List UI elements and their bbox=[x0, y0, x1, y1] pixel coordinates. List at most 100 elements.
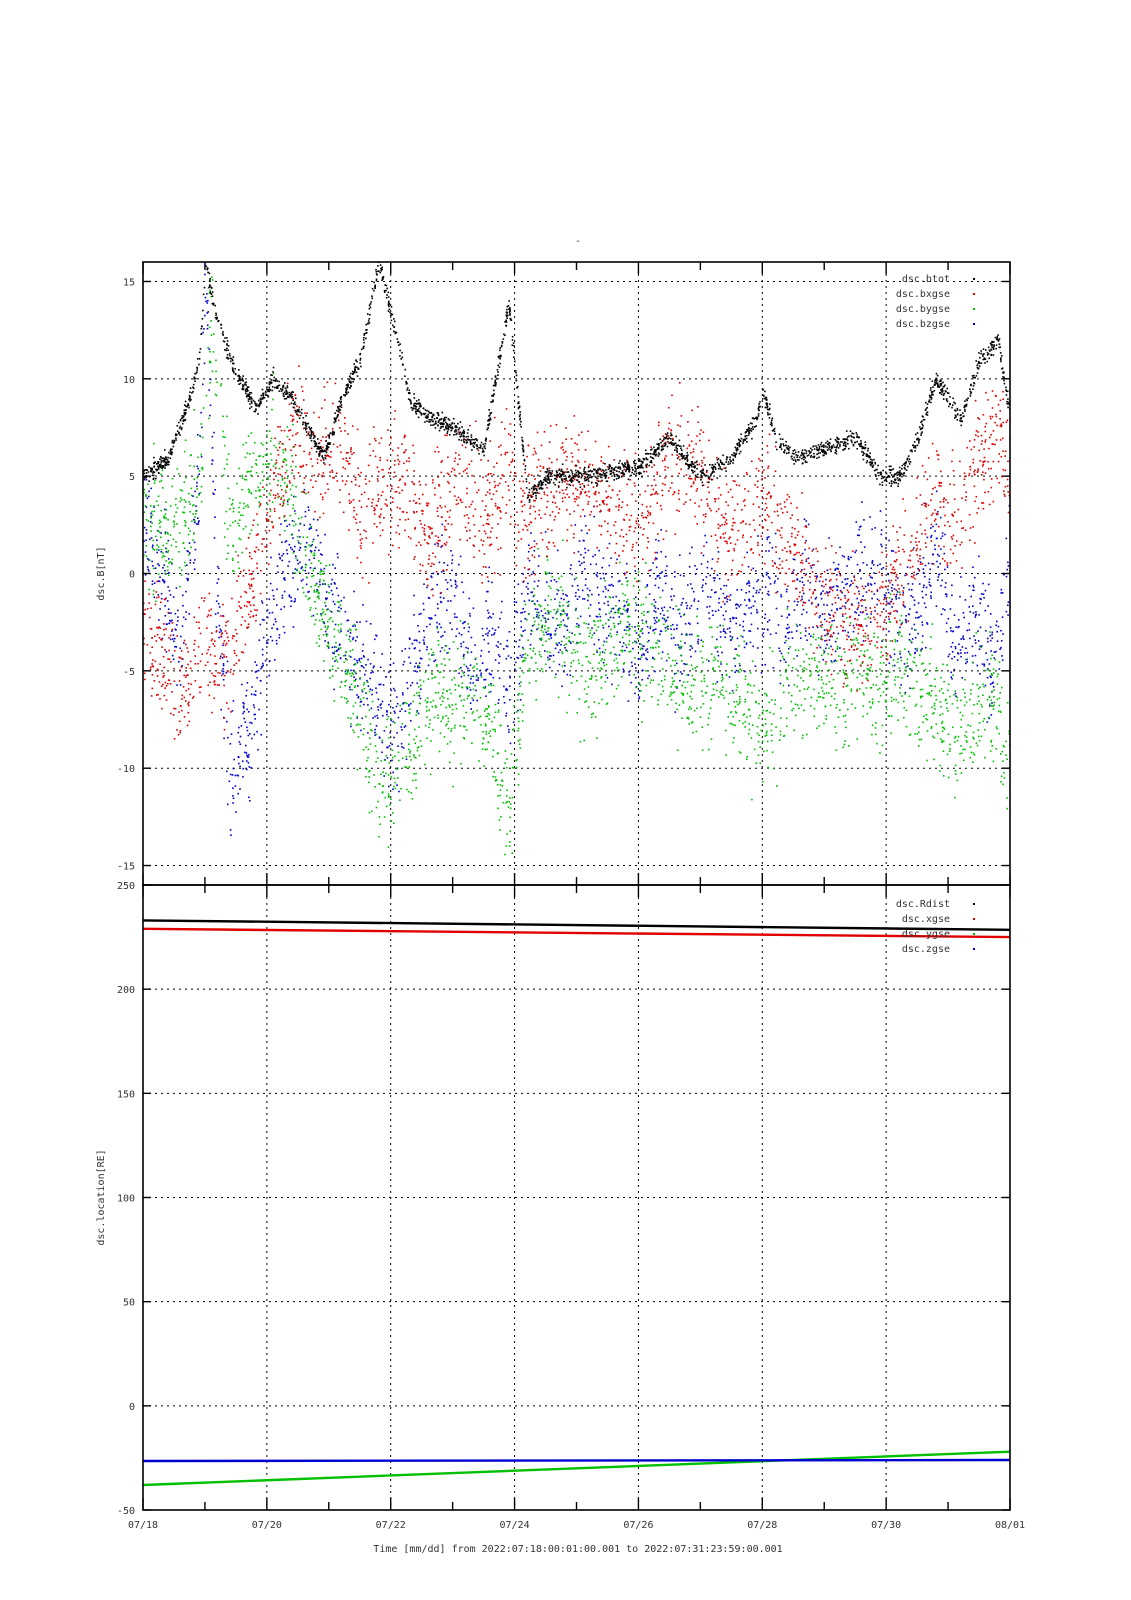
data-point bbox=[748, 630, 750, 632]
data-point bbox=[810, 567, 813, 569]
data-point bbox=[445, 645, 448, 647]
data-point bbox=[232, 507, 235, 509]
data-point bbox=[839, 546, 841, 549]
data-point bbox=[153, 680, 156, 682]
data-point bbox=[905, 666, 907, 669]
data-point bbox=[619, 607, 621, 610]
data-point bbox=[298, 365, 300, 367]
data-point bbox=[457, 647, 459, 650]
data-point bbox=[152, 544, 154, 547]
data-point bbox=[281, 597, 284, 599]
data-point bbox=[320, 628, 323, 631]
data-point bbox=[171, 558, 174, 561]
data-point bbox=[915, 703, 918, 706]
data-point bbox=[275, 620, 277, 623]
data-point bbox=[443, 736, 446, 738]
data-point bbox=[309, 523, 311, 526]
data-point bbox=[308, 544, 310, 546]
data-point bbox=[634, 630, 636, 632]
data-point bbox=[250, 583, 253, 586]
data-point bbox=[516, 699, 519, 701]
data-point bbox=[258, 455, 260, 457]
data-point bbox=[922, 557, 925, 559]
data-point bbox=[861, 605, 863, 607]
data-point bbox=[608, 564, 611, 567]
data-point bbox=[215, 370, 217, 373]
data-point bbox=[871, 597, 873, 600]
data-point bbox=[466, 539, 468, 542]
data-point bbox=[661, 607, 663, 609]
data-point bbox=[931, 562, 933, 565]
data-point bbox=[823, 652, 825, 654]
data-point bbox=[635, 604, 638, 606]
data-point bbox=[320, 562, 322, 564]
data-point bbox=[968, 629, 971, 631]
data-point bbox=[255, 490, 257, 492]
data-point bbox=[866, 712, 869, 715]
data-point bbox=[463, 717, 465, 719]
data-point bbox=[640, 630, 643, 632]
data-point bbox=[223, 536, 226, 538]
data-point bbox=[941, 535, 944, 537]
data-point bbox=[436, 627, 439, 630]
data-point bbox=[167, 519, 169, 521]
data-point bbox=[722, 630, 725, 632]
data-point bbox=[867, 668, 869, 671]
data-point bbox=[332, 600, 335, 603]
data-point bbox=[946, 566, 949, 568]
data-point bbox=[881, 744, 884, 747]
data-point bbox=[929, 684, 931, 687]
data-point bbox=[257, 486, 259, 489]
data-point bbox=[455, 635, 457, 638]
data-point bbox=[318, 645, 320, 647]
data-point bbox=[758, 689, 760, 692]
data-point bbox=[335, 650, 338, 652]
data-point bbox=[353, 731, 355, 734]
data-point bbox=[472, 688, 475, 691]
data-point bbox=[323, 570, 325, 573]
data-point bbox=[734, 711, 737, 713]
data-point bbox=[437, 573, 439, 575]
data-point bbox=[687, 716, 689, 719]
data-point bbox=[477, 489, 480, 491]
data-point bbox=[717, 551, 720, 553]
data-point bbox=[905, 666, 907, 668]
data-point bbox=[467, 623, 469, 625]
data-point bbox=[826, 643, 828, 646]
data-point bbox=[616, 633, 618, 636]
data-point bbox=[373, 426, 375, 428]
data-point bbox=[180, 574, 183, 576]
data-point bbox=[560, 643, 562, 646]
data-point bbox=[146, 566, 149, 568]
data-point bbox=[255, 664, 258, 666]
data-point bbox=[148, 570, 150, 572]
data-point bbox=[764, 586, 767, 588]
data-point bbox=[360, 657, 363, 660]
data-point bbox=[404, 766, 406, 768]
data-point bbox=[450, 523, 453, 526]
data-point bbox=[412, 700, 415, 703]
data-point bbox=[886, 682, 888, 684]
data-point bbox=[369, 623, 372, 625]
data-point bbox=[753, 748, 756, 751]
data-point bbox=[561, 665, 564, 667]
data-point bbox=[844, 595, 846, 597]
data-point bbox=[599, 619, 601, 622]
data-point bbox=[607, 589, 610, 592]
data-point bbox=[463, 621, 465, 624]
data-point bbox=[869, 666, 872, 669]
data-point bbox=[210, 295, 213, 298]
data-point bbox=[226, 770, 228, 773]
data-point bbox=[166, 623, 168, 625]
data-point bbox=[882, 608, 885, 610]
data-point bbox=[349, 632, 352, 634]
data-point bbox=[145, 545, 148, 547]
data-point bbox=[359, 701, 362, 703]
data-point bbox=[969, 611, 971, 613]
data-point bbox=[836, 567, 839, 570]
data-point bbox=[729, 599, 731, 601]
data-point bbox=[621, 645, 624, 648]
data-point bbox=[690, 664, 693, 667]
data-point bbox=[854, 707, 857, 709]
data-point bbox=[971, 661, 974, 664]
